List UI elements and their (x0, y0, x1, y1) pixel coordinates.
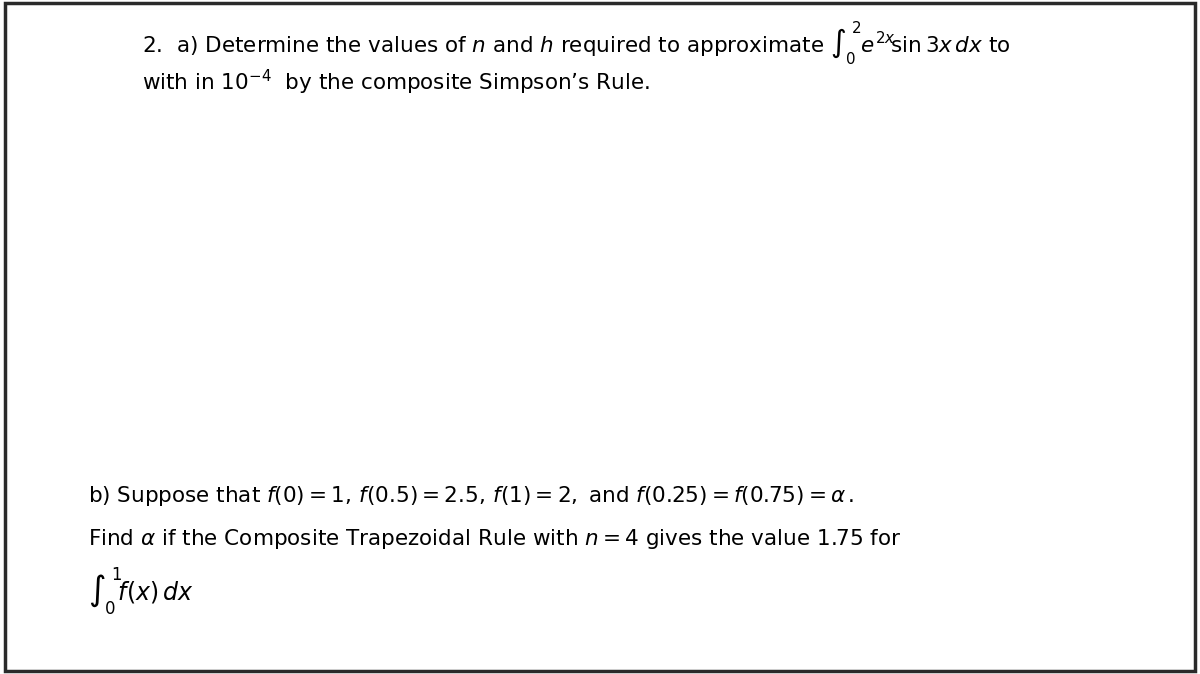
Text: 2.  a) Determine the values of $n$ and $h$ required to approximate $\int_0^{\,2}: 2. a) Determine the values of $n$ and $h… (142, 20, 1010, 67)
Text: with in $10^{-4}$  by the composite Simpson’s Rule.: with in $10^{-4}$ by the composite Simps… (142, 68, 649, 98)
Text: $\int_0^{\,1}\! f(x)\,dx$: $\int_0^{\,1}\! f(x)\,dx$ (88, 565, 193, 617)
Text: Find $\alpha$ if the Composite Trapezoidal Rule with $n = 4$ gives the value 1.7: Find $\alpha$ if the Composite Trapezoid… (88, 527, 901, 551)
Text: b) Suppose that $f(0) = 1,\, f(0.5) = 2.5,\, f(1) = 2,$ and $f(0.25) = f(0.75) =: b) Suppose that $f(0) = 1,\, f(0.5) = 2.… (88, 484, 854, 508)
